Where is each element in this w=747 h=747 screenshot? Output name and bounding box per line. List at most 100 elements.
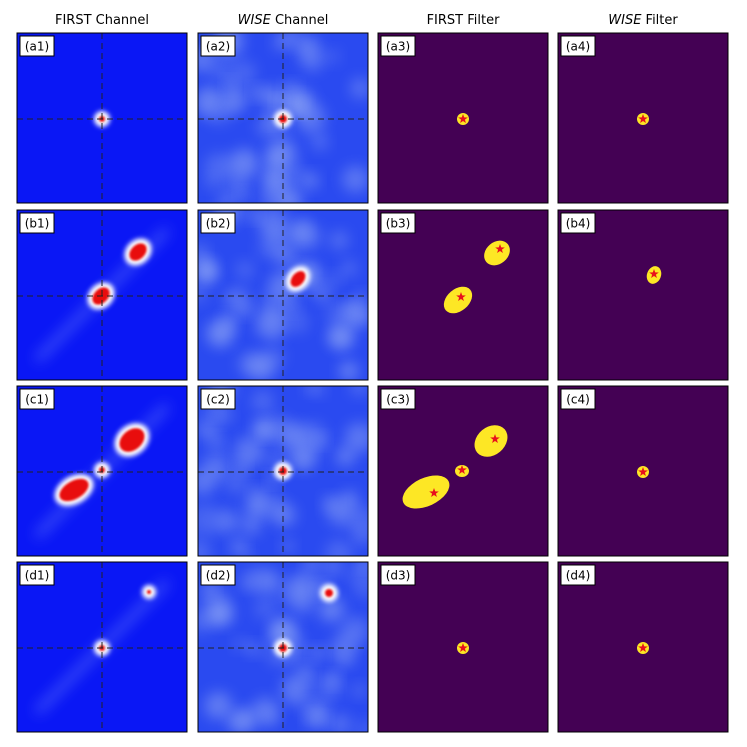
panel: (d1): [16, 561, 188, 733]
panel-frame: [557, 32, 729, 204]
noise: [352, 304, 368, 323]
column-header: FIRST Channel: [55, 13, 149, 28]
panel-image: [378, 210, 548, 380]
panel-label: (b3): [386, 217, 411, 231]
noise: [352, 683, 367, 698]
panel-image: [17, 386, 187, 556]
panel: (b3): [377, 209, 549, 381]
noise: [325, 539, 353, 556]
noise: [251, 390, 274, 413]
panel: (a4): [557, 32, 729, 204]
panel-frame: [197, 32, 369, 204]
source-star: [490, 434, 500, 443]
noise: [250, 85, 265, 100]
noise: [310, 386, 326, 396]
noise: [261, 85, 285, 109]
noise: [201, 449, 230, 477]
noise: [279, 247, 299, 267]
noise: [198, 503, 222, 536]
noise: [204, 175, 218, 190]
panel-frame: [197, 209, 369, 381]
label-box: [560, 212, 596, 234]
noise: [246, 641, 261, 656]
noise: [349, 562, 368, 591]
noise: [240, 514, 262, 536]
source-star: [456, 292, 466, 301]
noise: [270, 620, 292, 643]
noise: [324, 48, 341, 64]
noise: [198, 468, 217, 495]
noise: [316, 714, 330, 727]
panel-image: [198, 33, 368, 203]
noise: [223, 78, 236, 91]
noise: [280, 539, 295, 554]
noise: [316, 674, 343, 701]
noise: [335, 446, 356, 467]
noise: [200, 85, 218, 102]
label-box: [19, 35, 55, 57]
panel: (c1): [16, 385, 188, 557]
noise: [294, 37, 315, 58]
noise: [338, 361, 359, 380]
noise: [247, 210, 261, 222]
panel: (a1): [16, 32, 188, 204]
panel-label: (d4): [566, 569, 591, 583]
noise: [227, 287, 251, 311]
noise: [325, 303, 348, 326]
noise: [263, 710, 279, 727]
noise: [305, 712, 321, 728]
source-star: [638, 467, 648, 476]
panel-frame: [377, 32, 549, 204]
noise: [237, 189, 250, 202]
noise: [264, 346, 285, 368]
label-box: [560, 35, 596, 57]
panel-frame: [377, 561, 549, 733]
panel: (a3): [377, 32, 549, 204]
label-box: [19, 564, 55, 586]
label-box: [380, 564, 416, 586]
panel-label: (b4): [566, 217, 591, 231]
source-core: [325, 589, 333, 597]
noise: [265, 225, 288, 248]
panel: (d3): [377, 561, 549, 733]
panel: (c2): [197, 385, 369, 557]
noise: [354, 291, 368, 304]
source-star: [458, 114, 468, 123]
column-header: FIRST Filter: [427, 13, 501, 28]
panel-image: [17, 210, 187, 380]
noise: [210, 60, 232, 82]
column-header: WISE Filter: [608, 13, 678, 28]
noise: [208, 321, 233, 345]
panel: (a2): [197, 32, 369, 204]
noise: [350, 77, 368, 99]
noise: [278, 188, 304, 203]
noise: [286, 311, 309, 334]
noise: [329, 230, 349, 250]
noise: [330, 325, 354, 350]
noise: [318, 596, 345, 623]
panel: (b1): [16, 209, 188, 381]
source-star: [649, 269, 659, 278]
noise: [250, 420, 268, 438]
noise: [235, 260, 255, 280]
noise: [240, 575, 255, 591]
panel-frame: [197, 385, 369, 557]
header-part: FIRST Channel: [55, 13, 149, 28]
label-box: [560, 564, 596, 586]
noise: [344, 422, 368, 453]
header-part: FIRST Filter: [427, 13, 501, 28]
noise: [204, 691, 233, 720]
panel: (c3): [377, 385, 549, 557]
noise: [268, 138, 297, 167]
label-box: [560, 388, 596, 410]
panel-image: [17, 562, 187, 732]
noise: [301, 172, 319, 190]
noise: [321, 562, 344, 577]
noise: [340, 616, 368, 645]
noise: [229, 148, 259, 178]
noise: [330, 714, 351, 732]
noise: [198, 418, 219, 441]
panel-image: [378, 33, 548, 203]
noise: [234, 459, 249, 474]
label-box: [19, 388, 55, 410]
